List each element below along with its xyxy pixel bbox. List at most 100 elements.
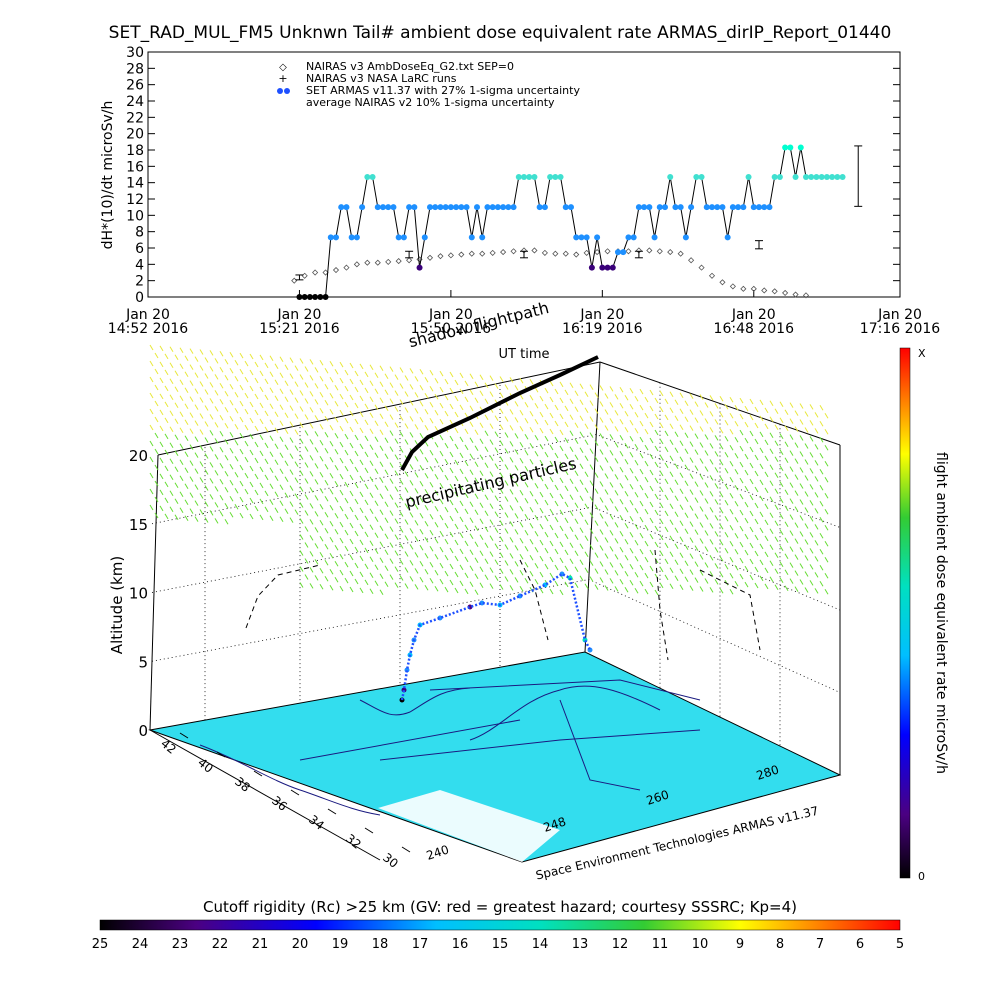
particle-mark: [759, 543, 764, 550]
particle-mark: [184, 467, 189, 473]
particle-mark: [279, 484, 284, 490]
particle-mark: [404, 439, 409, 445]
particle-mark: [539, 555, 544, 562]
armas-point: [353, 234, 360, 241]
particle-mark: [434, 377, 439, 384]
particle-mark: [654, 557, 659, 564]
particle-mark: [639, 468, 644, 475]
particle-mark: [259, 466, 264, 473]
particle-mark: [494, 495, 499, 501]
particle-mark: [814, 444, 819, 450]
particle-mark: [164, 513, 169, 520]
armas-point: [756, 204, 762, 211]
particle-mark: [294, 445, 299, 451]
altitude-tick-label: 15: [129, 516, 148, 534]
particle-mark: [524, 418, 529, 424]
particle-mark: [399, 383, 404, 389]
particle-mark: [449, 467, 454, 474]
y-tick-label: 10: [126, 208, 144, 224]
particle-mark: [764, 487, 769, 494]
particle-mark: [149, 488, 154, 495]
dose-rate-colorbar: X 0 flight ambient dose equivalent rate …: [899, 347, 949, 883]
particle-mark: [359, 475, 364, 482]
particle-mark: [564, 437, 569, 444]
particle-mark: [559, 493, 564, 500]
particle-mark: [424, 537, 429, 543]
particle-mark: [309, 455, 314, 461]
nairas-point: [583, 249, 590, 256]
armas-point: [641, 204, 648, 211]
particle-mark: [439, 418, 444, 425]
particle-mark: [209, 398, 214, 404]
particle-mark: [354, 546, 359, 553]
particle-mark: [724, 404, 729, 410]
particle-mark: [209, 510, 214, 516]
particle-mark: [649, 565, 654, 572]
armas-point: [625, 234, 632, 241]
particle-mark: [409, 480, 414, 486]
particle-mark: [779, 529, 784, 535]
particle-mark: [369, 380, 374, 387]
particle-mark: [759, 415, 764, 422]
particle-mark: [354, 562, 359, 569]
particle-mark: [729, 444, 734, 451]
particle-mark: [734, 452, 739, 459]
particle-mark: [509, 585, 514, 591]
particle-mark: [174, 370, 179, 377]
particle-mark: [289, 421, 294, 427]
particle-mark: [334, 576, 339, 583]
particle-mark: [784, 521, 789, 527]
armas-point: [651, 234, 658, 241]
particle-mark: [474, 445, 479, 452]
cutoff-rigidity-colorbar: Cutoff rigidity (Rc) >25 km (GV: red = g…: [92, 898, 904, 952]
particle-mark: [149, 360, 154, 367]
particle-mark: [329, 552, 334, 559]
particle-mark: [614, 474, 619, 480]
particle-mark: [769, 480, 774, 487]
nairas-point: [468, 250, 475, 257]
particle-mark: [419, 481, 424, 487]
particle-mark: [629, 483, 634, 490]
particle-mark: [539, 507, 544, 514]
particle-mark: [244, 488, 249, 495]
particle-mark: [609, 450, 614, 456]
armas-line: [299, 147, 843, 298]
particle-mark: [159, 489, 164, 496]
particle-mark: [384, 501, 389, 507]
particle-mark: [549, 540, 554, 547]
particle-mark: [354, 434, 359, 441]
rigidity-tick-label: 17: [412, 937, 429, 952]
particle-mark: [369, 524, 374, 531]
particle-mark: [454, 475, 459, 482]
particle-mark: [334, 528, 339, 535]
particle-mark: [599, 497, 604, 503]
particle-mark: [284, 380, 289, 386]
grid-line: [151, 506, 841, 611]
particle-mark: [739, 413, 744, 420]
particle-mark: [629, 515, 634, 522]
particle-mark: [824, 573, 829, 579]
particle-mark: [669, 423, 674, 430]
particle-mark: [549, 524, 554, 531]
particle-mark: [399, 495, 404, 501]
particle-mark: [389, 446, 394, 452]
armas-point: [322, 294, 329, 300]
particle-mark: [379, 573, 384, 579]
particle-mark: [399, 543, 404, 549]
particle-mark: [319, 408, 324, 414]
particle-mark: [439, 434, 444, 441]
particle-mark: [674, 543, 679, 550]
particle-mark: [319, 376, 324, 382]
nairas-point: [322, 269, 329, 276]
particle-mark: [759, 431, 764, 438]
nairas-point: [750, 285, 757, 292]
particle-mark: [294, 413, 299, 419]
nairas-point: [625, 248, 632, 255]
particle-mark: [194, 516, 199, 522]
armas-point: [677, 204, 684, 211]
armas-point: [834, 173, 841, 180]
lon-tick-label: 248: [542, 814, 568, 834]
particle-mark: [184, 451, 189, 457]
particle-mark: [589, 496, 594, 502]
particle-mark: [414, 504, 419, 510]
